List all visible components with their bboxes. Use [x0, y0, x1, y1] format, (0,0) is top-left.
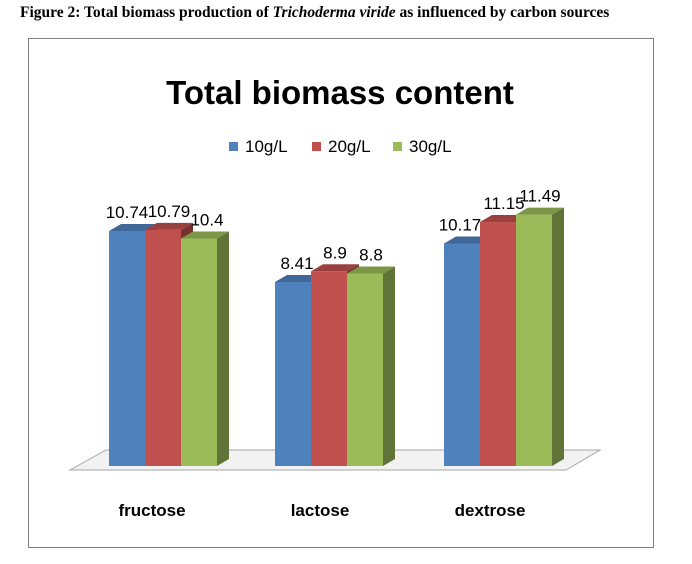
- legend-swatch: [393, 142, 402, 151]
- data-label: 8.8: [359, 245, 383, 264]
- legend-swatch: [229, 142, 238, 151]
- chart-title: Total biomass content: [166, 74, 514, 111]
- legend-label: 20g/L: [328, 137, 371, 156]
- bar: [516, 207, 564, 466]
- legend: 10g/L 20g/L 30g/L: [229, 137, 452, 156]
- data-label: 11.15: [483, 194, 524, 213]
- data-label: 8.41: [280, 254, 313, 273]
- bars: [109, 207, 564, 466]
- figure-caption: Figure 2: Total biomass production of Tr…: [20, 4, 680, 22]
- data-label: 10.79: [148, 202, 191, 221]
- chart-frame: [28, 38, 654, 548]
- category-label: lactose: [291, 501, 350, 520]
- legend-label: 10g/L: [245, 137, 288, 156]
- data-label: 8.9: [323, 243, 347, 262]
- data-label: 10.4: [190, 210, 223, 229]
- legend-label: 30g/L: [409, 137, 452, 156]
- data-label: 10.74: [106, 203, 149, 222]
- caption-suffix: as influenced by carbon sources: [395, 4, 610, 21]
- data-label: 10.17: [439, 215, 482, 234]
- category-label: dextrose: [455, 501, 526, 520]
- caption-prefix: Figure 2: Total biomass production of: [20, 4, 273, 21]
- bar: [347, 266, 395, 466]
- bar: [181, 231, 229, 466]
- category-axis: fructose lactose dextrose: [118, 501, 525, 520]
- category-label: fructose: [118, 501, 185, 520]
- caption-species: Trichoderma viride: [272, 4, 396, 21]
- legend-swatch: [312, 142, 321, 151]
- data-label: 11.49: [519, 187, 560, 206]
